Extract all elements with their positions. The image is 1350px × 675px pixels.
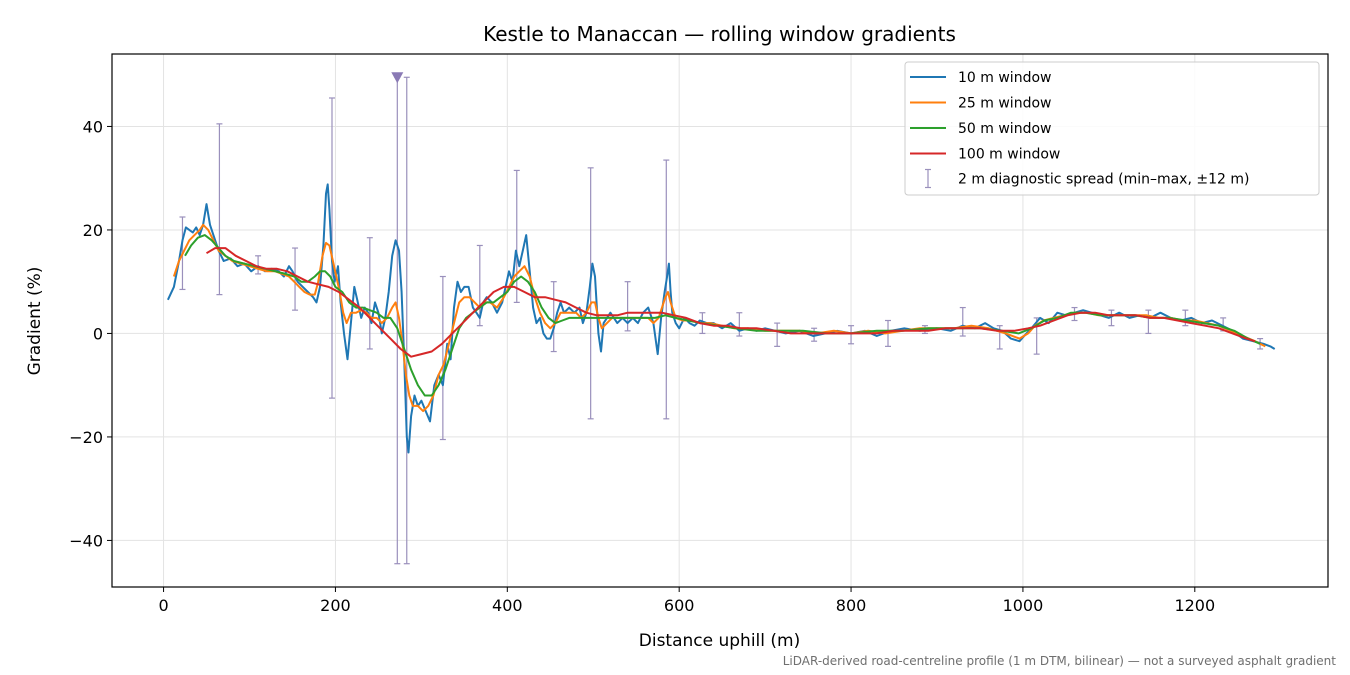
legend: 10 m window 25 m window 50 m window 100 m w… (904, 61, 1320, 196)
series-line-4 (205, 247, 1256, 358)
y-tick-label: 40 (83, 117, 103, 136)
legend-label: 10 m window (958, 70, 1051, 86)
x-tick-label: 400 (492, 596, 523, 615)
x-tick-label: 1200 (1174, 596, 1215, 615)
chart-title: Kestle to Manaccan — rolling window grad… (483, 22, 956, 46)
series-line-1 (166, 183, 1276, 454)
series-line-3 (184, 234, 1261, 397)
y-tick-label: −20 (69, 428, 103, 447)
y-tick-label: −40 (69, 531, 103, 550)
legend-label: 100 m window (958, 147, 1060, 163)
legend-label: 50 m window (958, 121, 1051, 137)
y-tick-label: 0 (93, 324, 103, 343)
legend-label: 2 m diagnostic spread (min–max, ±12 m) (958, 172, 1249, 188)
x-tick-label: 200 (320, 596, 351, 615)
x-tick-label: 1000 (1003, 596, 1044, 615)
y-tick-label: 20 (83, 221, 103, 240)
y-axis-label: Gradient (%) (25, 267, 45, 376)
x-tick-label: 600 (664, 596, 695, 615)
plot-area: 0 200 400 600 800 1000 1200 −40 −20 0 20 40 10 m win… (69, 53, 1329, 615)
x-tick-label: 800 (836, 596, 867, 615)
x-tick-label: 0 (158, 596, 168, 615)
footnote: LiDAR-derived road-centreline profile (1… (783, 654, 1337, 668)
axes-frame (111, 53, 1329, 588)
clip-marker-triangle (391, 72, 404, 84)
x-axis-label: Distance uphill (m) (639, 631, 800, 651)
legend-label: 25 m window (958, 96, 1051, 112)
legend-box (904, 61, 1320, 196)
